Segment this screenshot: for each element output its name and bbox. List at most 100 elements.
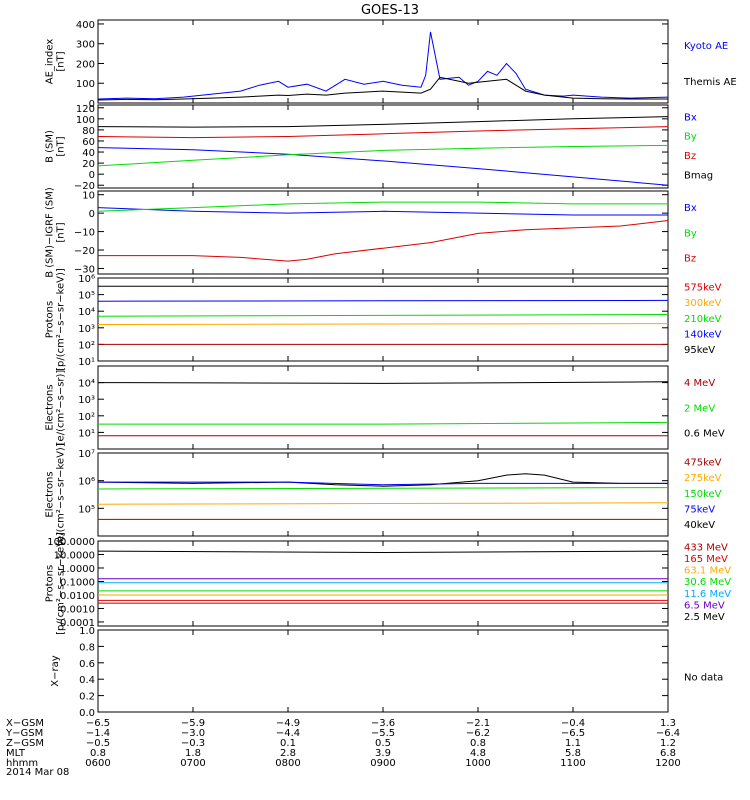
legend-entry: 2.5 MeV — [684, 612, 725, 623]
x-axis-value: 1100 — [560, 758, 585, 769]
y-tick-label: 0.6 — [79, 659, 95, 670]
series-line-by — [97, 144, 669, 167]
y-tick-label: 0 — [89, 170, 95, 181]
series-line-by — [97, 201, 668, 212]
x-axis-value: −3.0 — [181, 728, 205, 739]
panel-frame — [97, 540, 669, 627]
y-tick-label: 300 — [76, 40, 95, 51]
series-line-75kev — [98, 481, 668, 486]
series-line-2-mev — [98, 421, 669, 425]
legend-entry: 575keV — [684, 283, 722, 294]
legend-entry: 75keV — [684, 505, 715, 516]
series-line-kyoto-ae — [97, 31, 669, 100]
x-axis-row-label: hhmm — [6, 758, 38, 769]
series-line-2.5-mev — [97, 550, 669, 554]
y-tick-label: 40 — [82, 148, 95, 159]
y-tick-label: 10⁶ — [78, 274, 95, 285]
x-axis-value: 6.8 — [660, 748, 676, 759]
x-axis-value: −5.9 — [181, 718, 205, 729]
x-axis-value: −6.2 — [466, 728, 490, 739]
x-axis-value: −6.5 — [86, 718, 110, 729]
x-axis-value: −0.5 — [86, 738, 110, 749]
series-line-bz — [98, 220, 669, 262]
y-axis-label: Electrons — [45, 471, 56, 517]
panel-elec1: 10¹ 10² 10³ 10⁴ Electrons [e/(cm²−s−sr)] 4 MeV… — [45, 365, 725, 450]
y-tick-label: 10⁴ — [78, 379, 95, 390]
legend-entry: Bx — [684, 112, 697, 123]
series-line-bx — [97, 207, 668, 216]
x-axis-value: −4.9 — [276, 718, 300, 729]
panel-frame — [97, 277, 669, 362]
y-tick-label: 10 — [82, 191, 95, 202]
legend-entry: 63.1 MeV — [684, 566, 731, 577]
x-axis-value: 1.8 — [185, 748, 201, 759]
y-axis-label: Protons — [45, 301, 56, 338]
panel-xray: 0.0 0.2 0.4 0.6 0.8 1.0 X−ray No data — [50, 626, 723, 719]
legend-entry: 300keV — [684, 298, 722, 309]
legend-entry: Bmag — [684, 170, 713, 181]
y-tick-label: 20 — [82, 159, 95, 170]
legend-entry: 40keV — [684, 520, 715, 531]
series-line-bx — [97, 147, 669, 186]
x-axis-value: −0.3 — [181, 738, 205, 749]
y-tick-label: 200 — [76, 59, 95, 70]
legend-entry: 165 MeV — [684, 554, 728, 565]
legend-entry: By — [684, 228, 697, 239]
legend-entry: No data — [684, 672, 723, 683]
x-axis-value: 0600 — [85, 758, 110, 769]
y-tick-label: −30 — [74, 264, 95, 275]
y-tick-label: 60 — [82, 137, 95, 148]
x-axis-value: 1200 — [655, 758, 680, 769]
x-axis-value: 0.8 — [470, 738, 486, 749]
legend-entry: 6.5 MeV — [684, 601, 725, 612]
y-tick-label: 400 — [76, 20, 95, 31]
y-tick-label: 10¹ — [78, 428, 95, 439]
x-axis-row-label: Z−GSM — [6, 738, 44, 749]
y-tick-label: 10² — [78, 412, 95, 423]
legend-entry: Themis AE — [683, 77, 737, 88]
y-axis-label: B (SM)−IGRF (SM) — [45, 187, 56, 278]
series-line-0.6-mev — [97, 381, 669, 384]
y-tick-label: 100.0000 — [47, 537, 95, 548]
x-axis-value: 1.1 — [565, 738, 581, 749]
x-axis-row-label: Y−GSM — [5, 728, 43, 739]
y-tick-label: 1.0000 — [60, 564, 95, 575]
x-axis-value: −6.4 — [656, 728, 680, 739]
legend-entry: 11.6 MeV — [684, 589, 731, 600]
y-tick-label: 0.0100 — [60, 591, 95, 602]
y-tick-label: 10⁴ — [78, 307, 95, 318]
x-axis-value: −4.4 — [276, 728, 300, 739]
x-axis-value: 0800 — [275, 758, 300, 769]
series-line-210kev — [97, 314, 669, 317]
series-line-themis-ae — [97, 76, 668, 101]
x-axis-value: 0.5 — [375, 738, 391, 749]
x-axis-row-label: X−GSM — [6, 718, 44, 729]
legend-entry: 0.6 MeV — [684, 428, 725, 439]
y-tick-label: −20 — [74, 181, 95, 192]
y-axis-label: B (SM) — [45, 130, 56, 163]
y-tick-label: 10² — [78, 340, 95, 351]
legend-entry: 475keV — [684, 458, 722, 469]
panel-bigrf: −30 −20 −10 0 10 B (SM)−IGRF (SM) [nT] Bx By Bz — [45, 187, 697, 278]
legend-entry: 210keV — [684, 314, 722, 325]
y-tick-label: −10 — [74, 228, 95, 239]
y-tick-label: 10⁶ — [78, 477, 95, 488]
y-tick-label: 10³ — [78, 395, 95, 406]
x-axis-value: 1.3 — [660, 718, 676, 729]
legend-entry: 30.6 MeV — [684, 577, 731, 588]
legend-entry: 433 MeV — [684, 542, 728, 553]
date-label: 2014 Mar 08 — [6, 767, 69, 778]
panel-frame — [97, 19, 669, 104]
y-axis-label: [p/(cm²−s−sr−keV)] — [56, 532, 67, 635]
y-tick-label: 0.1000 — [60, 577, 95, 588]
panel-prot2: 0.0001 0.0010 0.0100 0.1000 1.0000 10.0000 100… — [45, 532, 732, 635]
series-line-bz — [97, 126, 669, 139]
panel-elec2: 10⁵ 10⁶ 10⁷ Electrons [e/(cm²−s−sr−keV)] 475k… — [45, 443, 722, 546]
y-tick-label: 80 — [82, 126, 95, 137]
legend-entry: By — [684, 132, 697, 143]
y-tick-label: 0.4 — [79, 675, 95, 686]
y-axis-label: [p/(cm²−s−sr−keV)] — [56, 268, 67, 371]
y-tick-label: −20 — [74, 246, 95, 257]
x-axis-value: −0.4 — [561, 718, 585, 729]
